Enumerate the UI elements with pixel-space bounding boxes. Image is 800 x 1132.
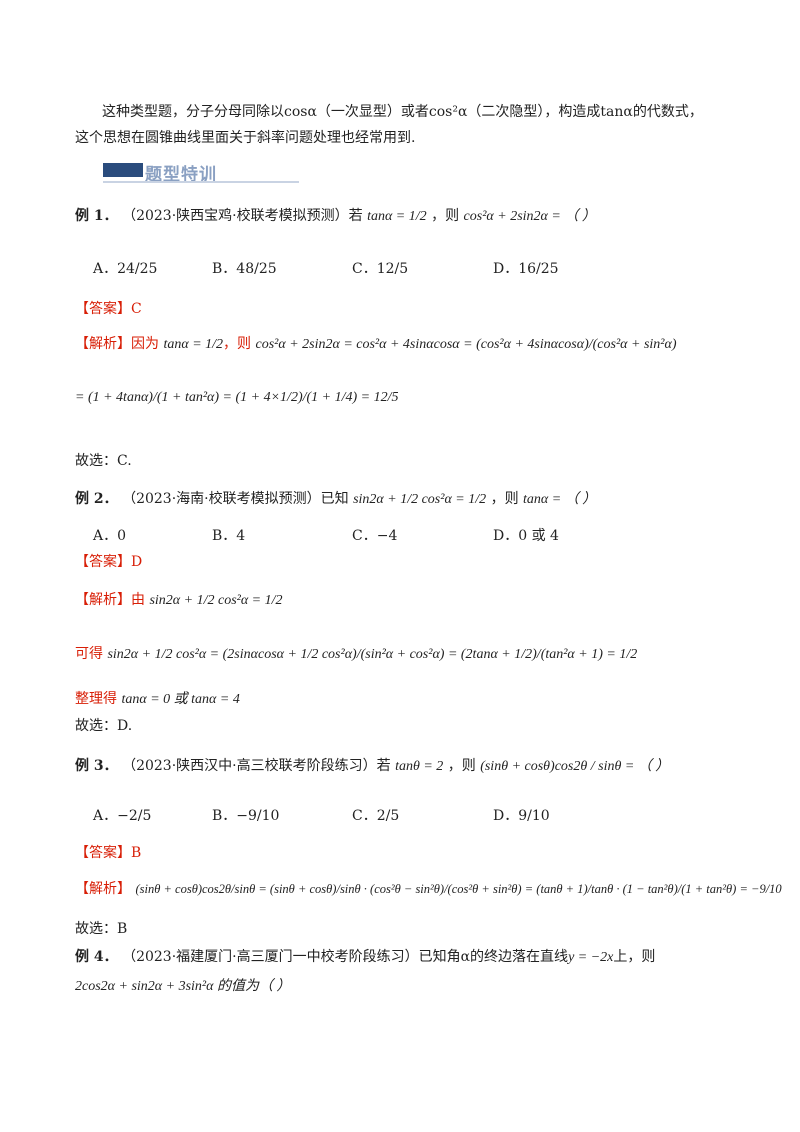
- ex3-answer-value: B: [131, 845, 142, 861]
- ex4-label: 例 4．: [75, 949, 118, 965]
- ex3-answer: 【答案】B: [75, 842, 141, 862]
- ex1-ask: cos²α + 2sin2α = （ ）: [463, 209, 596, 224]
- ex2-mid: ，则: [490, 491, 519, 507]
- ex3-option-d: D．9/10: [493, 808, 550, 824]
- ex2-sort-label: 整理得: [75, 691, 117, 707]
- ex2-analysis-label: 【解析】: [75, 592, 131, 608]
- ex4-line: y = −2x: [568, 950, 614, 965]
- ex3-option-b: B．−9/10: [212, 808, 280, 824]
- ex1-label: 例 1．: [75, 208, 118, 224]
- ex1-answer: 【答案】C: [75, 298, 142, 318]
- ex2-get-label: 可得: [75, 646, 103, 662]
- banner-underline: [103, 181, 299, 183]
- ex1-choose: 故选：C.: [75, 453, 132, 469]
- ex1-answer-label: 【答案】: [75, 301, 131, 317]
- ex3-cond: tanθ = 2: [395, 759, 444, 774]
- ex4-question: 例 4． （2023·福建厦门·高三厦门一中校考阶段练习）已知角α的终边落在直线…: [75, 946, 655, 966]
- ex2-answer: 【答案】D: [75, 551, 142, 571]
- ex1-derivation-2: = (1 + 4tanα)/(1 + tan²α) = (1 + 4×1/2)/…: [75, 390, 399, 405]
- ex2-ask: tanα = （ ）: [523, 492, 597, 507]
- ex4-tail: 上，则: [613, 949, 656, 965]
- section-banner: 题型特训: [103, 160, 299, 185]
- intro-line-2: 这个思想在圆锥曲线里面关于斜率问题处理也经常用到.: [75, 127, 415, 147]
- ex1-option-c: C．12/5: [352, 261, 409, 277]
- ex1-analysis: 【解析】因为 tanα = 1/2，则 cos²α + 2sin2α = cos…: [75, 333, 677, 353]
- ex1-analysis-intro: 因为: [131, 336, 159, 352]
- ex1-answer-value: C: [131, 301, 142, 317]
- ex2-sort: 整理得 tanα = 0 或 tanα = 4: [75, 688, 240, 708]
- ex2-option-a: A．0: [93, 528, 127, 544]
- ex2-analysis-intro: 由: [131, 592, 145, 608]
- ex2-answer-label: 【答案】: [75, 554, 131, 570]
- intro-text-2: 这个思想在圆锥曲线里面关于斜率问题处理也经常用到.: [75, 130, 416, 146]
- ex2-label: 例 2．: [75, 491, 118, 507]
- ex1-source: （2023·陕西宝鸡·校联考模拟预测）若: [122, 208, 363, 224]
- ex3-answer-label: 【答案】: [75, 845, 131, 861]
- ex1-option-d: D．16/25: [493, 261, 559, 277]
- ex3-source: （2023·陕西汉中·高三校联考阶段练习）若: [122, 758, 391, 774]
- ex3-choose: 故选：B: [75, 921, 128, 937]
- ex1-analysis-then: ，则: [223, 336, 252, 352]
- ex3-label: 例 3．: [75, 758, 118, 774]
- ex2-source: （2023·海南·校联考模拟预测）已知: [122, 491, 349, 507]
- ex3-ask: (sinθ + cosθ)cos2θ / sinθ = （ ）: [480, 759, 670, 774]
- ex2-option-d: D．0 或 4: [493, 528, 559, 544]
- banner-bar: [103, 163, 143, 177]
- ex4-ask: 2cos2α + sin2α + 3sin²α 的值为（ ）: [75, 979, 291, 994]
- ex3-analysis-label: 【解析】: [75, 881, 131, 897]
- ex3-question: 例 3． （2023·陕西汉中·高三校联考阶段练习）若 tanθ = 2 ，则 …: [75, 755, 669, 775]
- ex1-analysis-label: 【解析】: [75, 336, 131, 352]
- intro-line-1: 这种类型题，分子分母同除以cosα（一次显型）或者cos²α（二次隐型），构造成…: [102, 101, 703, 121]
- ex2-analysis-cond: sin2α + 1/2 cos²α = 1/2: [149, 593, 283, 608]
- ex2-cond: sin2α + 1/2 cos²α = 1/2: [353, 492, 487, 507]
- ex3-option-c: C．2/5: [352, 808, 400, 824]
- ex3-derivation: (sinθ + cosθ)cos2θ/sinθ = (sinθ + cosθ)/…: [135, 882, 782, 896]
- ex2-analysis: 【解析】由 sin2α + 1/2 cos²α = 1/2: [75, 589, 283, 609]
- ex4-source: （2023·福建厦门·高三厦门一中校考阶段练习）已知角α的终边落在直线: [122, 949, 569, 965]
- ex1-derivation-1: cos²α + 2sin2α = cos²α + 4sinαcosα = (co…: [255, 337, 677, 352]
- ex2-answer-value: D: [131, 554, 143, 570]
- ex3-analysis: 【解析】 (sinθ + cosθ)cos2θ/sinθ = (sinθ + c…: [75, 878, 782, 898]
- banner-title: 题型特训: [145, 165, 217, 185]
- ex2-derivation: 可得 sin2α + 1/2 cos²α = (2sinαcosα + 1/2 …: [75, 643, 637, 663]
- ex1-mid: ，则: [431, 208, 460, 224]
- ex1-question: 例 1． （2023·陕西宝鸡·校联考模拟预测）若 tanα = 1/2 ，则 …: [75, 205, 596, 225]
- ex2-sort-text: tanα = 0 或 tanα = 4: [121, 692, 240, 707]
- ex2-option-b: B．4: [212, 528, 246, 544]
- ex2-choose: 故选：D.: [75, 718, 133, 734]
- ex2-question: 例 2． （2023·海南·校联考模拟预测）已知 sin2α + 1/2 cos…: [75, 488, 596, 508]
- ex3-mid: ，则: [447, 758, 476, 774]
- ex1-cond: tanα = 1/2: [367, 209, 427, 224]
- ex1-option-b: B．48/25: [212, 261, 277, 277]
- intro-text-1: 这种类型题，分子分母同除以cosα（一次显型）或者cos²α（二次隐型），构造成…: [102, 104, 703, 120]
- ex1-option-a: A．24/25: [93, 261, 158, 277]
- ex1-analysis-cond: tanα = 1/2: [163, 337, 224, 352]
- ex2-option-c: C．−4: [352, 528, 398, 544]
- ex3-option-a: A．−2/5: [93, 808, 152, 824]
- ex2-derivation-1: sin2α + 1/2 cos²α = (2sinαcosα + 1/2 cos…: [107, 647, 638, 662]
